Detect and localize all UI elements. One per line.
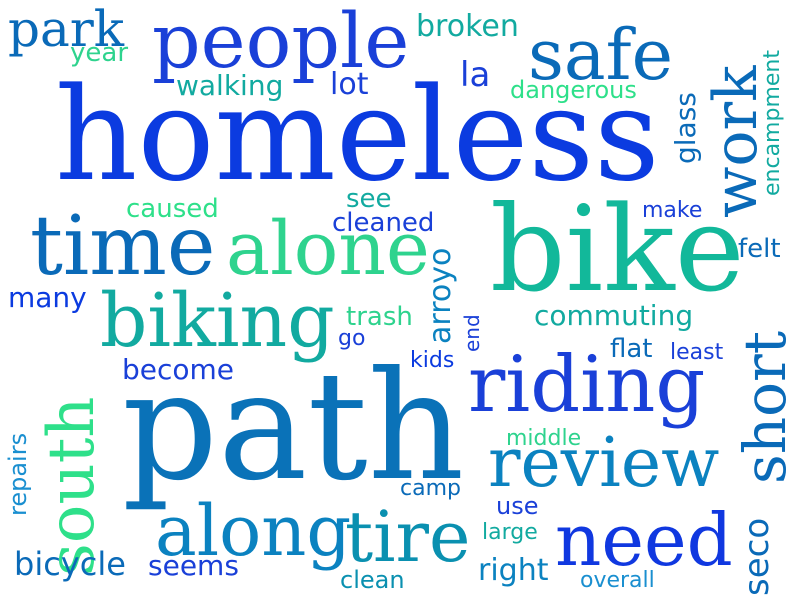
word-large: large	[482, 520, 538, 545]
word-broken: broken	[416, 9, 519, 44]
word-tire: tire	[345, 496, 471, 578]
word-repairs: repairs	[4, 432, 32, 516]
word-walking: walking	[176, 69, 284, 102]
word-alone: alone	[226, 206, 430, 292]
word-work: work	[701, 65, 771, 218]
word-kids: kids	[410, 348, 455, 373]
word-make: make	[642, 198, 703, 223]
word-seems: seems	[148, 549, 239, 582]
word-seco: seco	[737, 517, 777, 596]
word-become: become	[122, 353, 235, 386]
word-many: many	[8, 281, 87, 314]
word-see: see	[346, 184, 392, 214]
word-park: park	[8, 0, 125, 58]
word-time: time	[30, 199, 216, 294]
word-lot: lot	[330, 67, 369, 102]
word-clean: clean	[340, 566, 405, 594]
word-along: along	[155, 490, 352, 572]
word-caused: caused	[126, 194, 219, 224]
word-arroyo: arroyo	[423, 247, 458, 344]
word-review: review	[488, 424, 720, 503]
word-trash: trash	[346, 302, 413, 332]
word-camp: camp	[400, 476, 461, 501]
word-glass: glass	[669, 92, 702, 164]
word-la: la	[460, 55, 491, 95]
word-need: need	[555, 498, 733, 582]
word-year: year	[70, 38, 129, 68]
word-overall: overall	[580, 568, 655, 593]
word-people: people	[152, 0, 410, 85]
word-cleaned: cleaned	[332, 208, 435, 238]
word-riding: riding	[468, 340, 706, 430]
word-short: short	[731, 330, 799, 484]
word-safe: safe	[528, 14, 673, 96]
word-use: use	[496, 492, 539, 520]
word-path: path	[122, 340, 465, 514]
word-commuting: commuting	[534, 299, 694, 332]
word-encampment: encampment	[760, 50, 785, 196]
word-flat: flat	[610, 334, 653, 364]
word-dangerous: dangerous	[510, 76, 637, 104]
word-biking: biking	[100, 278, 335, 364]
word-felt: felt	[738, 234, 781, 264]
word-bike: bike	[490, 180, 745, 318]
word-homeless: homeless	[55, 61, 660, 210]
word-least: least	[670, 340, 724, 365]
word-go: go	[338, 326, 366, 351]
word-end: end	[460, 314, 484, 352]
word-bicycle: bicycle	[14, 545, 126, 583]
word-right: right	[478, 553, 549, 588]
word-middle: middle	[506, 426, 582, 451]
